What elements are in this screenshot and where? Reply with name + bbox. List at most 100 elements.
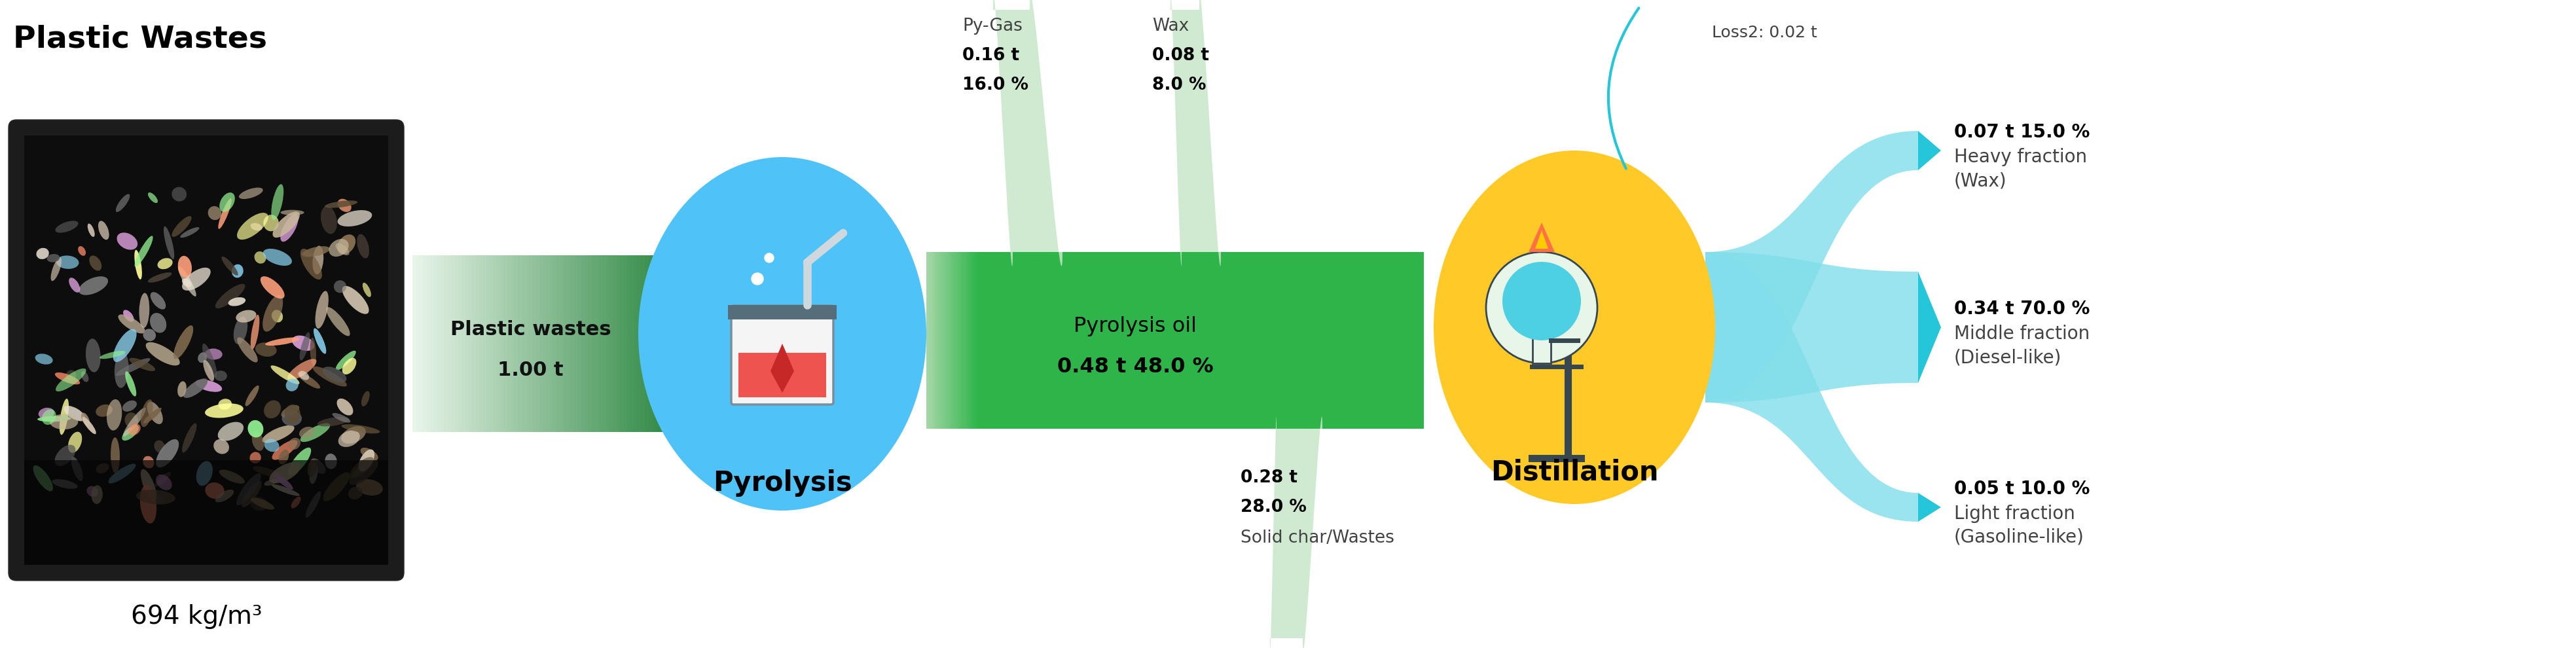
Bar xyxy=(690,255,696,432)
Circle shape xyxy=(1502,262,1582,340)
Ellipse shape xyxy=(250,498,273,509)
Bar xyxy=(592,255,595,432)
Polygon shape xyxy=(693,255,729,432)
Bar xyxy=(489,255,495,432)
Bar xyxy=(459,255,461,432)
Bar xyxy=(564,255,567,432)
Ellipse shape xyxy=(299,332,309,360)
Ellipse shape xyxy=(46,254,59,262)
Bar xyxy=(595,255,600,432)
Text: Pyrolysis: Pyrolysis xyxy=(714,469,853,497)
Circle shape xyxy=(1486,252,1597,364)
Ellipse shape xyxy=(111,437,118,474)
Ellipse shape xyxy=(113,352,129,388)
Polygon shape xyxy=(1919,272,1940,383)
PathPatch shape xyxy=(1705,131,1919,402)
Text: 0.28 t: 0.28 t xyxy=(1242,469,1298,487)
Ellipse shape xyxy=(265,479,278,486)
Bar xyxy=(559,255,564,432)
Ellipse shape xyxy=(80,276,108,295)
Ellipse shape xyxy=(301,249,322,279)
Ellipse shape xyxy=(289,359,317,380)
Ellipse shape xyxy=(88,224,95,237)
Bar xyxy=(520,255,526,432)
Ellipse shape xyxy=(57,255,80,269)
Polygon shape xyxy=(1528,222,1556,252)
Ellipse shape xyxy=(216,490,234,502)
Ellipse shape xyxy=(242,481,263,507)
Bar xyxy=(453,255,459,432)
Bar xyxy=(662,255,667,432)
Ellipse shape xyxy=(124,400,137,411)
Ellipse shape xyxy=(116,194,129,212)
Bar xyxy=(461,255,466,432)
Ellipse shape xyxy=(325,454,337,469)
Ellipse shape xyxy=(312,246,325,274)
Circle shape xyxy=(752,273,762,284)
Ellipse shape xyxy=(335,243,350,255)
Ellipse shape xyxy=(157,495,165,503)
Ellipse shape xyxy=(301,246,330,257)
Bar xyxy=(605,255,611,432)
Ellipse shape xyxy=(178,381,185,397)
Text: Plastic Wastes: Plastic Wastes xyxy=(13,25,268,54)
Ellipse shape xyxy=(157,439,178,467)
Text: (Wax): (Wax) xyxy=(1955,172,2007,190)
Bar xyxy=(603,255,605,432)
Bar xyxy=(641,255,647,432)
Bar xyxy=(587,255,592,432)
Text: Loss2: 0.02 t: Loss2: 0.02 t xyxy=(1713,25,1816,41)
Bar xyxy=(415,255,420,432)
Ellipse shape xyxy=(206,483,224,499)
Ellipse shape xyxy=(149,313,167,333)
Ellipse shape xyxy=(80,371,88,382)
Bar xyxy=(23,460,389,565)
Bar xyxy=(515,255,518,432)
Text: Solid char/Wastes: Solid char/Wastes xyxy=(1242,529,1394,546)
Ellipse shape xyxy=(281,214,299,242)
Bar xyxy=(482,255,487,432)
Ellipse shape xyxy=(281,405,299,417)
Ellipse shape xyxy=(149,292,165,309)
Bar xyxy=(683,255,688,432)
Ellipse shape xyxy=(54,445,75,466)
Bar xyxy=(487,255,489,432)
Bar xyxy=(451,255,456,432)
Text: Pyrolysis oil: Pyrolysis oil xyxy=(1074,316,1198,336)
Ellipse shape xyxy=(348,487,363,500)
Bar xyxy=(567,255,572,432)
Ellipse shape xyxy=(183,423,196,452)
Ellipse shape xyxy=(1435,150,1716,504)
Ellipse shape xyxy=(178,256,191,278)
Ellipse shape xyxy=(332,413,350,422)
Ellipse shape xyxy=(317,417,350,426)
Ellipse shape xyxy=(289,448,312,476)
Ellipse shape xyxy=(273,211,299,238)
Ellipse shape xyxy=(64,406,85,421)
Bar xyxy=(428,255,430,432)
Bar xyxy=(471,255,477,432)
Ellipse shape xyxy=(263,400,281,419)
Bar xyxy=(659,255,662,432)
Bar xyxy=(528,255,533,432)
Text: 0.07 t 15.0 %: 0.07 t 15.0 % xyxy=(1955,123,2089,141)
Bar xyxy=(510,255,515,432)
Bar xyxy=(500,255,505,432)
Bar xyxy=(927,252,1425,429)
Ellipse shape xyxy=(216,284,245,308)
Ellipse shape xyxy=(88,486,98,497)
Bar xyxy=(469,255,474,432)
Ellipse shape xyxy=(250,223,263,231)
Bar xyxy=(665,255,670,432)
Ellipse shape xyxy=(147,342,180,365)
Ellipse shape xyxy=(240,188,263,199)
Ellipse shape xyxy=(82,417,95,434)
Ellipse shape xyxy=(121,425,139,441)
Bar xyxy=(649,255,652,432)
Bar xyxy=(616,255,621,432)
Ellipse shape xyxy=(312,458,325,474)
Ellipse shape xyxy=(340,426,366,444)
Ellipse shape xyxy=(335,280,345,293)
Ellipse shape xyxy=(219,470,245,483)
Bar xyxy=(613,255,618,432)
